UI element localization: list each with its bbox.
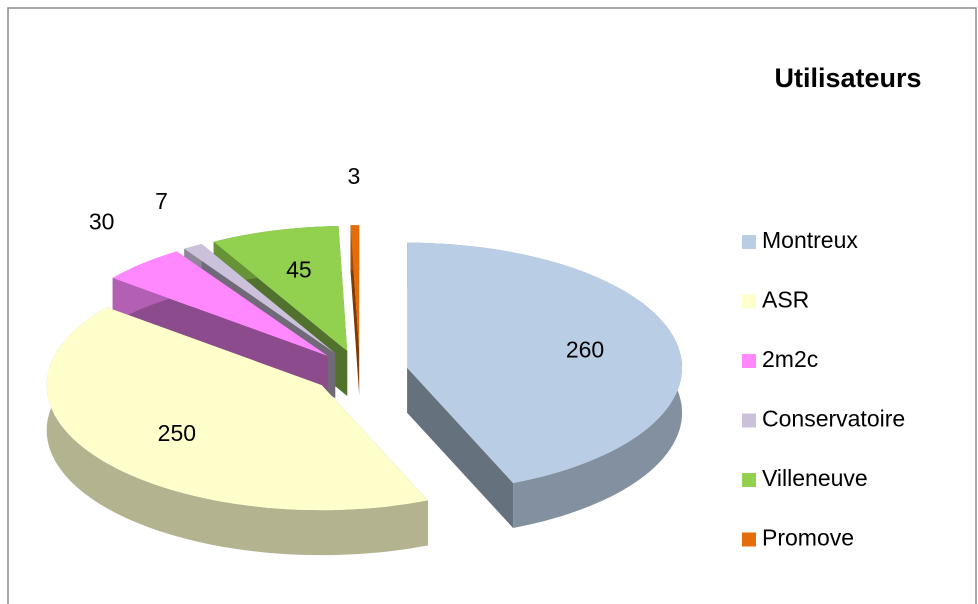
slice-side: [407, 367, 514, 528]
legend-label: Villeneuve: [762, 465, 868, 491]
slice: [112, 251, 328, 356]
legend-label: Promove: [762, 525, 854, 551]
slice: [350, 225, 360, 351]
legend-swatch: [742, 473, 756, 487]
slice: [213, 226, 348, 351]
chart-title: Utilisateurs: [774, 63, 921, 93]
legend-label: Conservatoire: [762, 406, 905, 432]
data-label: 45: [286, 257, 312, 283]
legend-swatch: [742, 294, 756, 309]
legend-label: Montreux: [762, 227, 858, 253]
legend-swatch: [742, 235, 756, 249]
pie: [46, 225, 682, 556]
legend-label: ASR: [762, 287, 809, 313]
data-label: 250: [158, 420, 196, 446]
data-label: 7: [155, 188, 168, 214]
legend-swatch: [742, 413, 756, 428]
legend-swatch: [742, 354, 756, 368]
data-label: 30: [89, 208, 115, 234]
slice: [407, 242, 682, 483]
legend-label: 2m2c: [762, 346, 818, 372]
data-label: 260: [566, 337, 604, 363]
slice-side: [46, 307, 428, 556]
slice: [184, 244, 336, 354]
slice: [46, 307, 428, 511]
data-label: 3: [348, 163, 361, 189]
legend-swatch: [742, 532, 756, 547]
